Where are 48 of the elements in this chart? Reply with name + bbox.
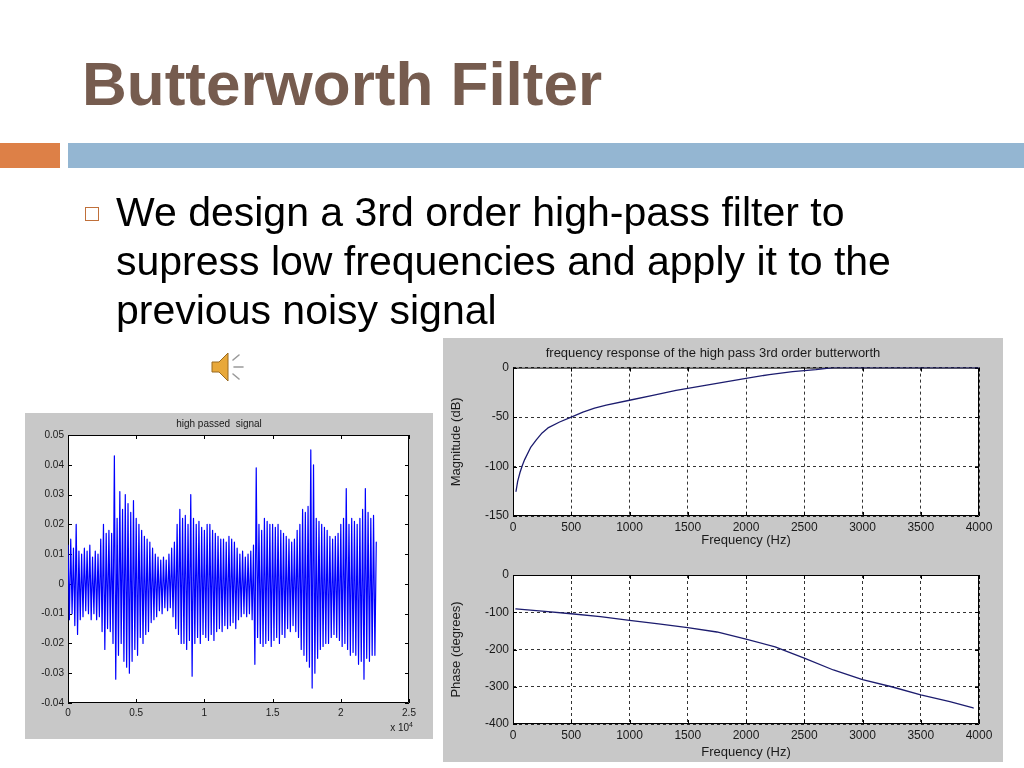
x-tick-label: 2.5 xyxy=(402,706,417,718)
x-tick-label: 0.5 xyxy=(129,706,144,718)
y-tick-label: 0.01 xyxy=(44,547,65,559)
y-axis-title: Phase (degrees) xyxy=(448,601,464,698)
y-tick-label: -100 xyxy=(484,458,510,473)
y-tick-label: -200 xyxy=(484,641,510,656)
x-tick-label: 2500 xyxy=(790,519,818,534)
x-tick-label: 2000 xyxy=(732,519,760,534)
x-tick-label: 3500 xyxy=(907,727,935,742)
x-tick-label: 4000 xyxy=(965,519,993,534)
x-tick-label: 1500 xyxy=(674,519,702,534)
y-tick-label: 0 xyxy=(502,359,510,374)
y-tick-label: 0.04 xyxy=(44,458,65,470)
x-tick-label: 500 xyxy=(561,727,582,742)
y-tick-label: -0.04 xyxy=(41,696,65,708)
x-tick-label: 1000 xyxy=(616,519,644,534)
y-tick-label: 0 xyxy=(502,567,510,582)
x-tick-label: 1 xyxy=(201,706,208,718)
y-tick-label: 0.05 xyxy=(44,428,65,440)
y-tick-label: -100 xyxy=(484,604,510,619)
y-tick-label: 0.03 xyxy=(44,488,65,500)
y-axis-title: Magnitude (dB) xyxy=(448,397,464,487)
x-tick-label: 1000 xyxy=(616,727,644,742)
x-axis-title: Frequency (Hz) xyxy=(701,743,791,759)
y-tick-label: -300 xyxy=(484,679,510,694)
y-tick-label: 0.02 xyxy=(44,518,65,530)
chart-title: frequency response of the high pass 3rd order butterworth xyxy=(545,345,881,361)
text: We design a 3rd order high-pass filter to supress low frequencies and apply it to the previous noisy signal xyxy=(116,188,892,335)
y-tick-label: -0.02 xyxy=(41,637,65,649)
x-tick-label: 1.5 xyxy=(265,706,280,718)
y-tick-label: 0 xyxy=(58,577,65,589)
y-tick-label: -400 xyxy=(484,716,510,731)
text: Butterworth Filter xyxy=(82,48,603,119)
y-tick-label: -50 xyxy=(491,409,510,424)
x-tick-label: 1500 xyxy=(674,727,702,742)
x-tick-label: 500 xyxy=(561,519,582,534)
x-tick-label: 2 xyxy=(338,706,345,718)
y-tick-label: -0.01 xyxy=(41,607,65,619)
x-tick-label: 4000 xyxy=(965,727,993,742)
x-tick-label: 3000 xyxy=(849,519,877,534)
x-tick-label: 3500 xyxy=(907,519,935,534)
y-tick-label: -150 xyxy=(484,508,510,523)
x-tick-label: 3000 xyxy=(849,727,877,742)
chart-title: high passed signal xyxy=(176,417,262,429)
x-axis-title: Frequency (Hz) xyxy=(701,531,791,547)
x-tick-label: 2000 xyxy=(732,727,760,742)
y-tick-label: -0.03 xyxy=(41,666,65,678)
x-tick-label: 2500 xyxy=(790,727,818,742)
